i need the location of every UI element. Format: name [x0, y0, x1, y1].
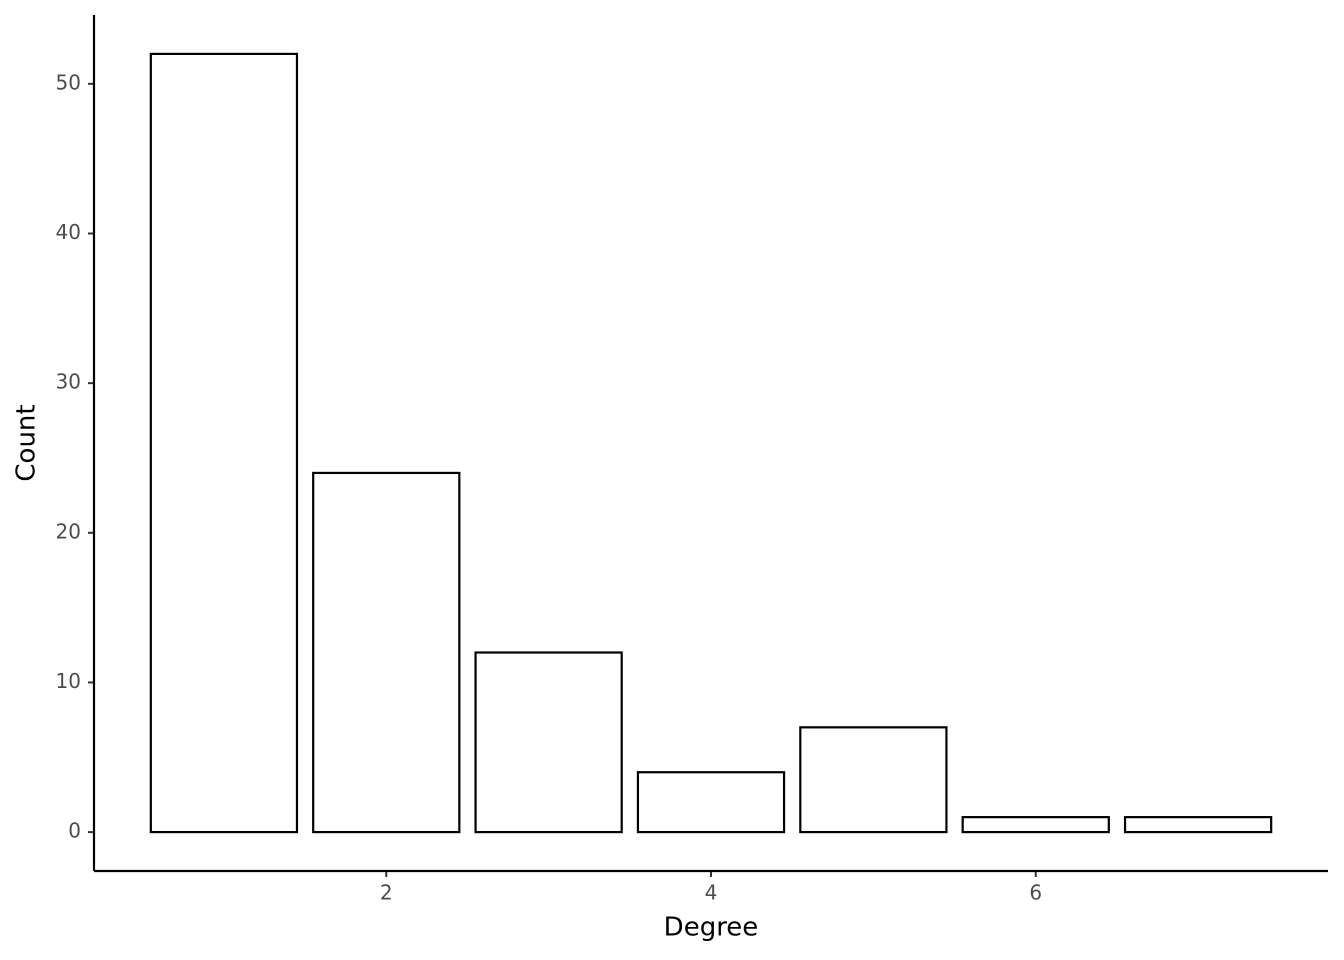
- bar: [799, 726, 948, 834]
- y-tick-label: 10: [56, 669, 81, 693]
- y-axis-title: Count: [12, 404, 42, 481]
- bar: [961, 816, 1110, 834]
- x-axis-title: Degree: [664, 913, 759, 943]
- bar: [636, 771, 786, 834]
- y-tick-label: 50: [56, 70, 81, 94]
- x-tick-label: 6: [1029, 881, 1042, 905]
- bar: [149, 52, 299, 834]
- y-tick-label: 30: [56, 370, 81, 394]
- y-tick-label: 40: [56, 220, 81, 244]
- bar: [474, 651, 623, 834]
- x-tick-label: 2: [380, 881, 393, 905]
- y-tick-label: 0: [68, 819, 81, 843]
- bar: [1123, 816, 1273, 834]
- y-tick-label: 20: [56, 519, 81, 543]
- bar: [312, 471, 461, 834]
- x-tick-label: 4: [705, 881, 718, 905]
